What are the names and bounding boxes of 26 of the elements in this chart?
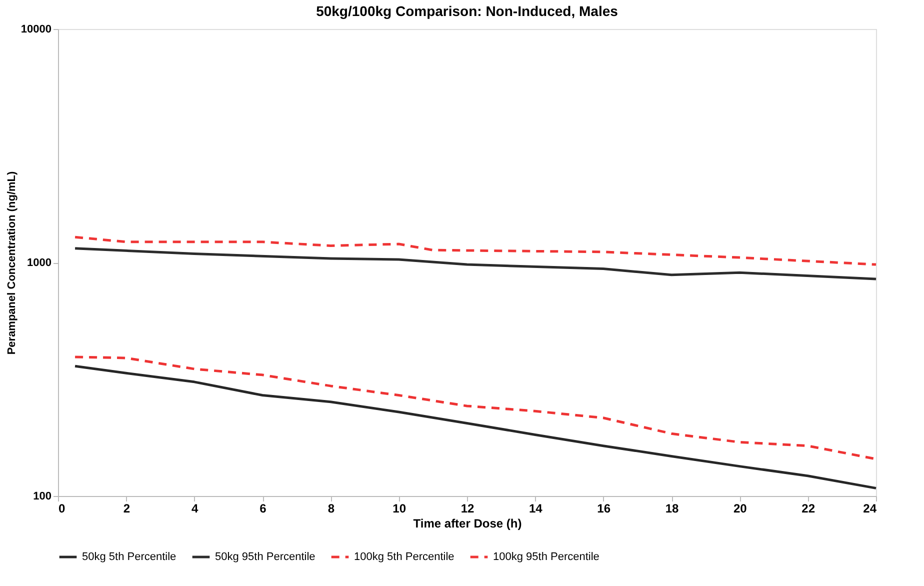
line-series: [74, 247, 878, 280]
legend-label: 50kg 5th Percentile: [82, 551, 176, 563]
x-tick-label: 6: [260, 502, 267, 516]
x-tick-label: 8: [328, 502, 335, 516]
legend-label: 100kg 95th Percentile: [493, 551, 600, 563]
x-tick-label: 22: [802, 502, 816, 516]
x-tick-label: 18: [665, 502, 679, 516]
line-series: [74, 236, 878, 266]
legend-label: 50kg 95th Percentile: [215, 551, 316, 563]
x-tick-label: 20: [733, 502, 748, 516]
x-tick-label: 0: [58, 502, 66, 516]
y-tick-label: 1000: [27, 257, 52, 269]
x-tick-label: 10: [392, 502, 406, 516]
x-tick-label: 2: [123, 502, 130, 516]
x-tick-label: 4: [191, 502, 198, 516]
x-tick-label: 14: [528, 502, 543, 516]
x-tick-label: 16: [597, 502, 611, 516]
legend-label: 100kg 5th Percentile: [354, 551, 454, 563]
y-tick-label: 10000: [20, 24, 52, 36]
chart-title: 50kg/100kg Comparison: Non-Induced, Males: [316, 3, 618, 19]
y-axis-title: Perampanel Concentration (ng/mL): [6, 170, 18, 355]
y-tick-label: 100: [33, 490, 52, 502]
x-tick-label: 24: [863, 502, 877, 516]
x-axis-title: Time after Dose (h): [413, 516, 522, 530]
line-series: [74, 364, 878, 490]
x-tick-label: 12: [460, 502, 474, 516]
